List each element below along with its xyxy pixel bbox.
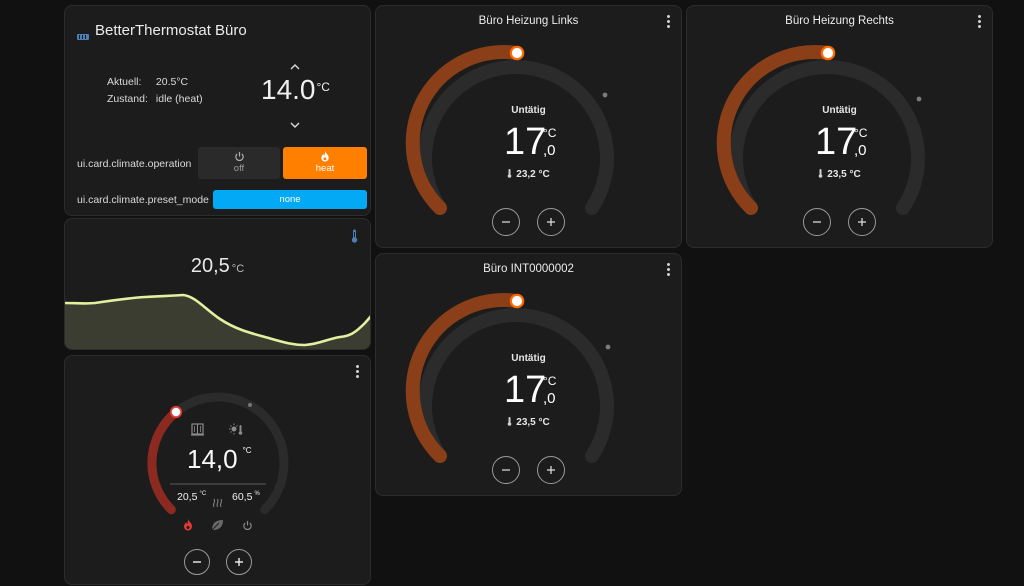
target-temp-decimal: ,0: [854, 142, 867, 159]
target-temp-unit: °C: [543, 126, 557, 140]
current-temperature: 23,5 °C: [687, 169, 992, 180]
decrease-temp-chevron-down-icon[interactable]: [289, 116, 301, 128]
decrease-button[interactable]: [492, 456, 520, 484]
increase-button[interactable]: [537, 456, 565, 484]
plus-icon: [547, 218, 555, 226]
more-options-icon[interactable]: [667, 263, 671, 277]
plus-icon: [547, 466, 555, 474]
mini-humidity: 60,5: [232, 491, 253, 503]
mini-humidity-unit: %: [254, 491, 260, 497]
target-temp-decimal: ,0: [543, 142, 556, 159]
state-label: Zustand:: [107, 93, 148, 105]
operation-label: ui.card.climate.operation: [77, 158, 192, 170]
card-title: Büro Heizung Links: [478, 15, 579, 27]
increase-button[interactable]: [848, 208, 876, 236]
target-temp-unit: °C: [854, 126, 868, 140]
radiator-icon: [77, 28, 89, 46]
heat-wave-icon: [213, 494, 222, 512]
mode-heat-fire-icon[interactable]: [183, 518, 193, 536]
mode-off-button[interactable]: off: [198, 147, 280, 179]
window-icon: [191, 423, 204, 441]
more-options-icon[interactable]: [356, 365, 360, 379]
thermostat-dial[interactable]: [65, 356, 371, 585]
minus-icon: [193, 561, 201, 563]
current-temp-value: 23,5 °C: [827, 169, 861, 180]
power-icon: [198, 151, 280, 162]
preset-none-button[interactable]: none: [213, 190, 367, 209]
mini-humidity-row: 60,5%: [232, 491, 260, 503]
target-temp-unit: °C: [543, 374, 557, 388]
current-temperature: 23,5 °C: [376, 417, 681, 428]
increase-temp-chevron-up-icon[interactable]: [289, 58, 301, 70]
hvac-action: Untätig: [822, 105, 857, 116]
thermometer-icon: [351, 229, 358, 248]
sensor-value: 20,5 °C: [65, 255, 370, 278]
mini-target-unit: °C: [242, 446, 252, 455]
better-thermostat-card: BetterThermostat Büro Aktuell: 20.5°C Zu…: [64, 5, 371, 216]
minus-icon: [813, 221, 821, 223]
dial-knob[interactable]: [509, 45, 525, 61]
mini-thermostat-card: 14,0 °C 20,5 °C 60,5%: [64, 355, 371, 585]
thermometer-icon: [818, 169, 827, 180]
increase-button[interactable]: [226, 549, 252, 575]
thermostat-card-heizung-links: Büro Heizung Links Untätig 17 °C ,0 23,2…: [375, 5, 682, 248]
dial-knob[interactable]: [820, 45, 836, 61]
more-options-icon[interactable]: [978, 15, 982, 29]
target-temp-integer: 17: [815, 121, 858, 163]
more-options-icon[interactable]: [667, 15, 671, 29]
thermometer-icon: [507, 169, 516, 180]
current-label: Aktuell:: [107, 76, 142, 88]
thermostat-card-heizung-rechts: Büro Heizung Rechts Untätig 17 °C ,0 23,…: [686, 5, 993, 248]
decrease-button[interactable]: [492, 208, 520, 236]
hvac-action: Untätig: [511, 105, 546, 116]
current-value: 20.5°C: [155, 76, 189, 88]
temperature-dial[interactable]: [376, 6, 682, 248]
mode-off-power-icon[interactable]: [242, 518, 253, 536]
thermometer-icon: [507, 417, 516, 428]
dial-knob[interactable]: [509, 293, 525, 309]
target-temperature: 14.0°C: [261, 74, 330, 106]
temperature-dial[interactable]: [687, 6, 993, 248]
card-title: BetterThermostat Büro: [95, 22, 247, 39]
current-temperature: 23,2 °C: [376, 169, 681, 180]
mini-current-temp: 20,5: [177, 491, 198, 503]
state-value: idle (heat): [155, 93, 203, 105]
mode-eco-leaf-icon[interactable]: [211, 518, 224, 536]
mini-target-temperature: 14,0 °C: [187, 444, 252, 475]
increase-button[interactable]: [537, 208, 565, 236]
sun-thermometer-icon: [229, 423, 243, 441]
plus-icon: [858, 218, 866, 226]
temperature-history-graph: [65, 293, 370, 349]
mini-current-row: 20,5 °C: [177, 491, 206, 503]
fire-icon: [283, 151, 367, 162]
sensor-unit: °C: [231, 263, 245, 275]
preset-label: ui.card.climate.preset_mode: [77, 194, 209, 206]
current-temp-value: 23,2 °C: [516, 169, 550, 180]
hvac-action: Untätig: [511, 353, 546, 364]
mode-heat-label: heat: [315, 163, 335, 174]
target-value: 14.0: [261, 74, 316, 105]
mode-off-label: off: [233, 163, 245, 174]
mini-current-temp-unit: °C: [199, 491, 207, 497]
target-temp-decimal: ,0: [543, 390, 556, 407]
mode-heat-button[interactable]: heat: [283, 147, 367, 179]
minus-icon: [502, 469, 510, 471]
info-block: Aktuell: 20.5°C Zustand: idle (heat): [107, 74, 203, 108]
temperature-dial[interactable]: [376, 254, 682, 496]
current-temp-value: 23,5 °C: [516, 417, 550, 428]
mini-target-value: 14,0: [187, 444, 238, 474]
minus-icon: [502, 221, 510, 223]
card-title: Büro Heizung Rechts: [785, 15, 894, 27]
thermostat-card-int0000002: Büro INT0000002 Untätig 17 °C ,0 23,5 °C: [375, 253, 682, 496]
target-temp-integer: 17: [504, 121, 547, 163]
target-unit: °C: [316, 80, 330, 94]
card-title: Büro INT0000002: [483, 263, 574, 275]
dial-knob[interactable]: [169, 405, 183, 419]
sensor-value-number: 20,5: [190, 255, 230, 277]
target-temp-integer: 17: [504, 369, 547, 411]
temperature-sensor-card[interactable]: 20,5 °C: [64, 218, 371, 350]
decrease-button[interactable]: [803, 208, 831, 236]
decrease-button[interactable]: [184, 549, 210, 575]
plus-icon: [235, 558, 243, 566]
